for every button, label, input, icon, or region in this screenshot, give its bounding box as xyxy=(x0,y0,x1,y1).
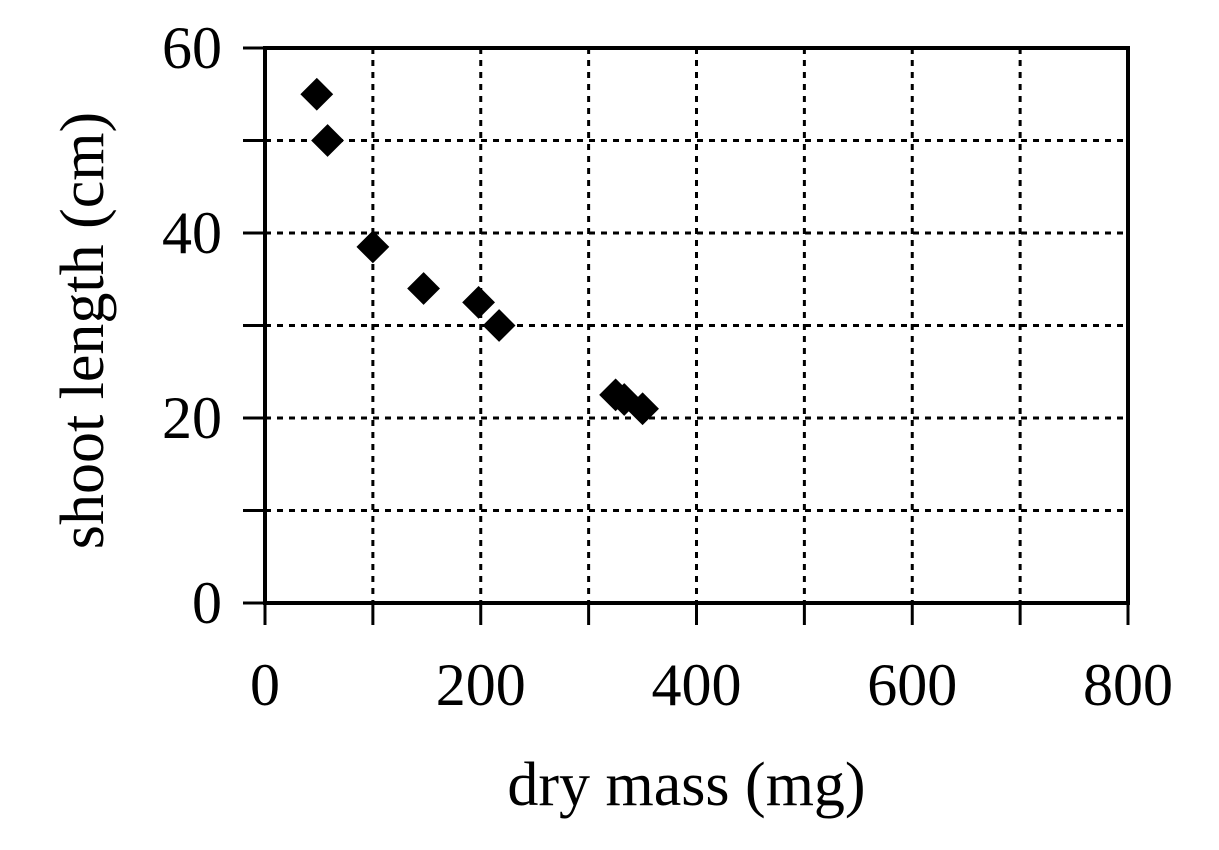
data-point xyxy=(482,309,516,342)
y-tick-label: 60 xyxy=(162,15,222,81)
x-axis-title: dry mass (mg) xyxy=(507,751,865,819)
axis-ticks xyxy=(243,46,1130,625)
y-tick-label: 0 xyxy=(192,570,222,636)
tick-labels: 0 200 400 600 800 0 20 40 60 xyxy=(162,15,1173,718)
data-point xyxy=(462,285,496,319)
x-tick-label: 0 xyxy=(250,652,280,718)
x-tick-label: 800 xyxy=(1083,652,1173,718)
x-tick-label: 600 xyxy=(867,652,957,718)
data-point xyxy=(311,124,344,157)
data-point xyxy=(407,272,440,305)
data-points xyxy=(300,77,659,426)
y-tick-label: 40 xyxy=(162,200,222,266)
grid-lines xyxy=(265,48,1128,603)
y-axis-title: shoot length (cm) xyxy=(49,112,117,549)
data-point xyxy=(356,230,390,264)
data-point xyxy=(626,392,659,426)
data-point xyxy=(300,77,334,111)
x-tick-label: 200 xyxy=(436,652,526,718)
x-tick-label: 400 xyxy=(652,652,742,718)
y-tick-label: 20 xyxy=(162,385,222,451)
